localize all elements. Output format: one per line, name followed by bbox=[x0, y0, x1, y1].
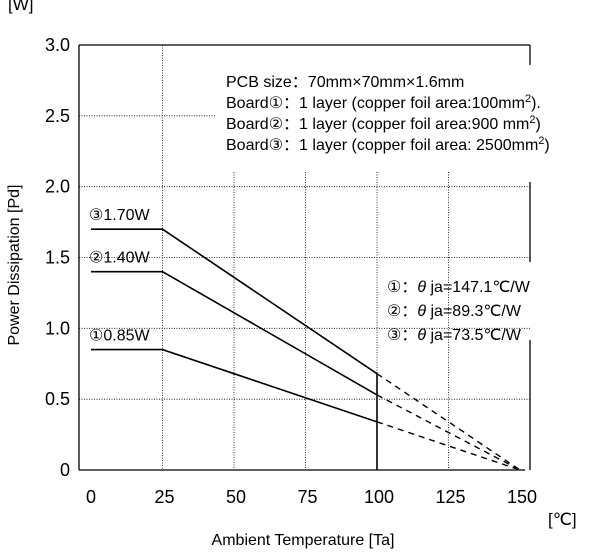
y-tick-label: 0 bbox=[60, 460, 70, 480]
series-line-solid bbox=[91, 270, 378, 396]
x-unit-label: [℃] bbox=[548, 510, 577, 529]
y-tick-label: 2.5 bbox=[45, 106, 70, 126]
x-tick-label: 100 bbox=[364, 487, 394, 507]
x-tick-label: 75 bbox=[297, 487, 317, 507]
x-tick-label: 150 bbox=[507, 487, 537, 507]
tick-labels: 0 0.5 1.0 1.5 2.0 2.5 3.0 0 25 50 75 100 125 150 bbox=[45, 35, 537, 507]
x-tick-label: 50 bbox=[226, 487, 246, 507]
series-line-solid bbox=[91, 228, 378, 375]
series-label: ③1.70W bbox=[89, 207, 150, 224]
series-label: ①0.85W bbox=[89, 328, 150, 345]
series-line-dashed bbox=[376, 421, 521, 471]
theta-annotation: ①：θ ja=147.1℃/W ②：θ ja=89.3℃/W ③：θ ja=73.5… bbox=[387, 279, 531, 344]
theta-annotation-line: ①：θ ja=147.1℃/W bbox=[387, 279, 531, 296]
series-label: ②1.40W bbox=[89, 250, 150, 267]
pcb-annotation-line: Board②：1 layer (copper foil area:900 mm2… bbox=[226, 114, 541, 133]
theta-annotation-line: ②：θ ja=89.3℃/W bbox=[387, 303, 522, 320]
y-tick-label: 1.5 bbox=[45, 248, 70, 268]
y-tick-label: 0.5 bbox=[45, 389, 70, 409]
y-axis-label: Power Dissipation [Pd] bbox=[6, 185, 23, 346]
x-tick-label: 25 bbox=[154, 487, 174, 507]
series-line-dashed bbox=[376, 394, 521, 471]
pcb-annotation: PCB size：70mm×70mm×1.6mm Board①：1 layer (… bbox=[226, 74, 550, 154]
theta-annotation-line: ③：θ ja=73.5℃/W bbox=[387, 327, 522, 344]
series-line-dashed bbox=[376, 373, 521, 471]
y-tick-label: 2.0 bbox=[45, 177, 70, 197]
pcb-annotation-line: PCB size：70mm×70mm×1.6mm bbox=[226, 74, 464, 91]
x-tick-label: 0 bbox=[86, 487, 96, 507]
y-tick-label: 3.0 bbox=[45, 35, 70, 55]
series-line-solid bbox=[91, 348, 378, 423]
x-tick-label: 125 bbox=[435, 487, 465, 507]
y-unit-label: [W] bbox=[8, 0, 34, 14]
pcb-annotation-line: Board③：1 layer (copper foil area: 2500mm… bbox=[226, 135, 550, 154]
series-labels: ①0.85W ②1.40W ③1.70W bbox=[89, 207, 150, 344]
y-tick-label: 1.0 bbox=[45, 318, 70, 338]
pcb-annotation-line: Board①：1 layer (copper foil area:100mm2)… bbox=[226, 93, 541, 112]
x-axis-label: Ambient Temperature [Ta] bbox=[212, 532, 395, 549]
series-lines bbox=[91, 228, 521, 471]
